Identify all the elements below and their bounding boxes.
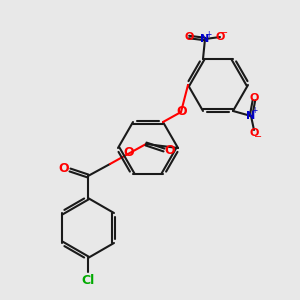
- Text: +: +: [251, 106, 257, 116]
- Text: O: O: [184, 32, 194, 42]
- Text: N: N: [200, 34, 210, 44]
- Text: O: O: [249, 93, 259, 103]
- Text: N: N: [246, 111, 256, 121]
- Text: +: +: [205, 29, 211, 38]
- Text: −: −: [220, 28, 228, 38]
- Text: O: O: [215, 32, 225, 42]
- Text: O: O: [124, 146, 134, 160]
- Text: O: O: [249, 128, 259, 138]
- Text: Cl: Cl: [81, 274, 94, 287]
- Text: O: O: [177, 104, 187, 118]
- Text: O: O: [59, 163, 69, 176]
- Text: −: −: [254, 132, 262, 142]
- Text: O: O: [165, 145, 175, 158]
